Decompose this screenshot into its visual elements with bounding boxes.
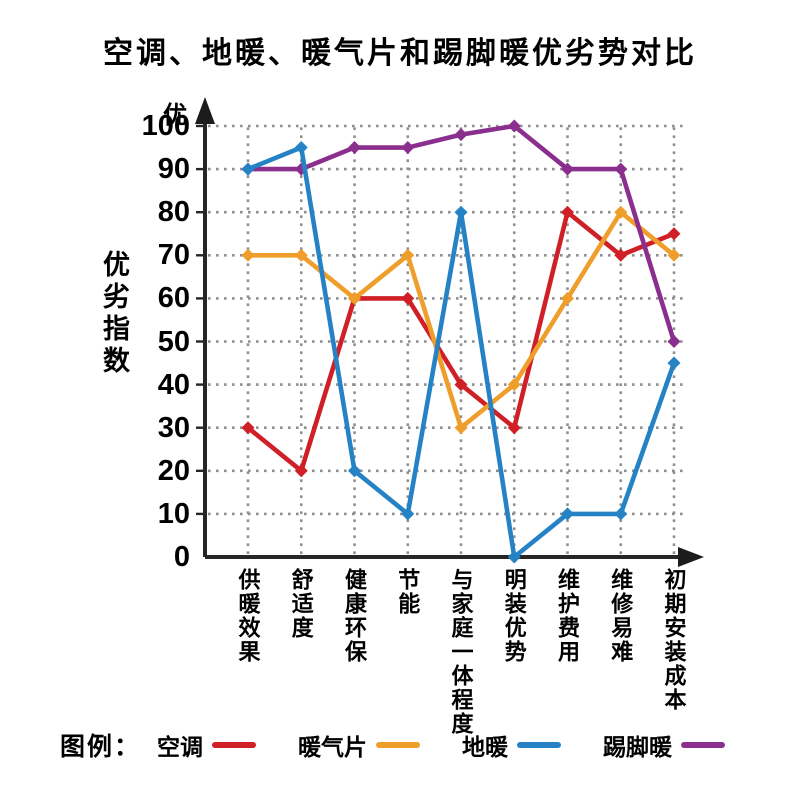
chart-title: 空调、地暖、暖气片和踢脚暖优劣势对比 <box>103 37 697 70</box>
y-tick-label: 90 <box>157 153 190 186</box>
legend-item: 暖气片 <box>298 728 421 762</box>
data-point-marker <box>401 141 415 155</box>
legend-item: 地暖 <box>462 728 562 762</box>
legend-series-name: 地暖 <box>462 734 509 760</box>
data-point-marker <box>401 507 415 521</box>
y-tick-label: 40 <box>157 368 190 401</box>
data-point-marker <box>614 248 628 262</box>
data-point-marker <box>401 291 415 305</box>
data-point-marker <box>561 205 574 219</box>
data-point-marker <box>561 162 574 176</box>
data-point-marker <box>348 291 361 305</box>
x-category-label: 明装优势 <box>501 568 527 664</box>
data-point-marker <box>667 248 681 262</box>
legend-item: 空调 <box>157 728 257 762</box>
data-point-marker <box>507 378 521 392</box>
legend-item: 踢脚暖 <box>603 728 726 762</box>
data-point-marker <box>294 248 308 262</box>
data-point-marker <box>561 507 574 521</box>
data-point-marker <box>507 119 521 133</box>
y-tick-label: 70 <box>157 239 190 272</box>
legend-title: 图例： <box>60 733 142 761</box>
data-point-marker <box>614 507 628 521</box>
legend-color-swatch <box>212 742 257 748</box>
x-category-label: 节能 <box>395 568 421 616</box>
x-axis-arrow-icon <box>678 547 704 567</box>
y-axis-unit-label: 优 <box>163 102 187 129</box>
y-tick-label: 30 <box>157 411 190 444</box>
x-category-label: 舒适度 <box>288 568 314 640</box>
data-point-marker <box>454 205 468 219</box>
x-category-label: 初期安装成本 <box>661 568 687 712</box>
y-tick-label: 100 <box>141 110 190 142</box>
data-point-marker <box>561 291 574 305</box>
x-category-label: 健康环保 <box>342 568 368 664</box>
y-tick-label: 10 <box>157 497 190 530</box>
legend-series-name: 暖气片 <box>298 734 368 760</box>
data-point-marker <box>348 141 361 155</box>
data-point-marker <box>507 550 521 564</box>
legend-series-name: 踢脚暖 <box>603 734 673 760</box>
legend-color-swatch <box>376 742 421 748</box>
data-point-marker <box>454 128 468 142</box>
data-point-marker <box>294 464 308 478</box>
x-category-label: 与家庭一体程度 <box>448 568 474 736</box>
data-point-marker <box>667 335 681 348</box>
data-point-marker <box>667 227 681 241</box>
x-category-label: 供暖效果 <box>235 568 261 664</box>
data-point-marker <box>401 248 415 262</box>
data-point-marker <box>667 356 681 370</box>
y-axis-arrow-icon <box>195 97 215 124</box>
data-point-marker <box>614 205 628 219</box>
data-point-marker <box>614 162 628 176</box>
data-point-marker <box>348 464 361 478</box>
data-point-marker <box>241 248 255 262</box>
data-point-marker <box>294 141 308 155</box>
legend: 图例： 空调 暖气片 地暖 踢脚暖 <box>60 727 790 763</box>
legend-items: 空调 暖气片 地暖 踢脚暖 <box>157 728 726 762</box>
y-tick-label: 50 <box>157 325 190 358</box>
legend-color-swatch <box>517 742 562 748</box>
data-point-marker <box>507 421 521 435</box>
x-category-label: 维护费用 <box>555 568 581 664</box>
x-category-label: 维修易难 <box>608 568 634 664</box>
y-tick-label: 20 <box>157 454 190 487</box>
y-axis-title: 优劣指数 <box>99 250 129 378</box>
y-tick-label: 0 <box>173 541 190 573</box>
data-point-marker <box>454 421 468 435</box>
data-point-marker <box>241 421 255 435</box>
data-point-marker <box>454 378 468 392</box>
legend-color-swatch <box>681 742 726 748</box>
data-point-marker <box>241 162 255 176</box>
y-tick-label: 80 <box>157 196 190 229</box>
y-tick-label: 60 <box>157 282 190 315</box>
legend-series-name: 空调 <box>157 734 204 760</box>
